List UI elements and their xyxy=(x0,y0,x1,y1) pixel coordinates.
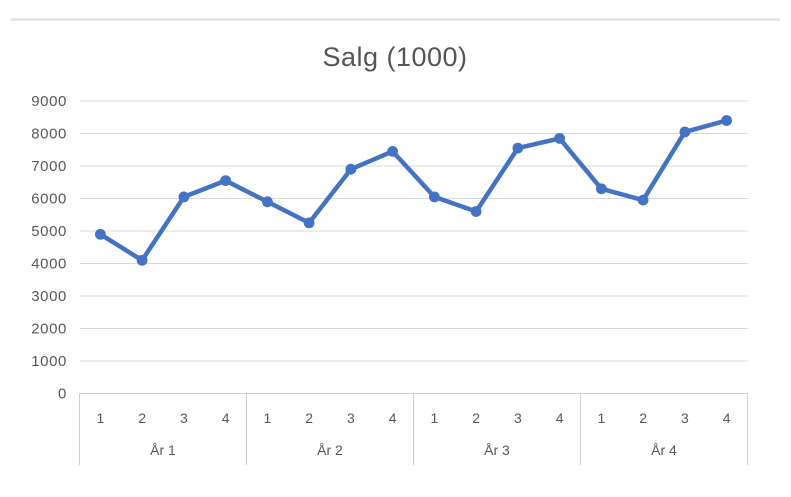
data-point-marker xyxy=(178,191,190,203)
year-group-label: År 1 xyxy=(150,442,176,458)
plot-area: 0 1000 2000 3000 4000 5000 6000 7000 8000 9000 1 2 3… xyxy=(31,93,748,465)
year-group-label: År 3 xyxy=(484,442,510,458)
quarter-tick-label: 3 xyxy=(681,410,689,426)
y-tick-label: 7000 xyxy=(31,158,67,175)
quarter-tick-label: 1 xyxy=(263,410,271,426)
quarter-tick-label: 4 xyxy=(222,410,230,426)
year-group-label: År 2 xyxy=(317,442,343,458)
y-tick-label: 4000 xyxy=(31,256,67,273)
year-group-label: År 4 xyxy=(651,442,677,458)
top-divider-line xyxy=(10,18,780,21)
quarter-tick-label: 4 xyxy=(556,410,564,426)
data-point-marker xyxy=(429,191,440,203)
y-tick-label: 3000 xyxy=(31,288,67,305)
y-tick-label: 9000 xyxy=(31,93,67,110)
data-point-marker xyxy=(345,163,357,175)
data-point-marker xyxy=(637,194,649,206)
data-point-marker xyxy=(512,142,524,154)
data-point-marker xyxy=(470,206,482,217)
data-point-marker xyxy=(95,228,106,240)
quarter-tick-label: 4 xyxy=(723,410,731,426)
data-point-marker xyxy=(387,146,398,157)
data-point-marker xyxy=(303,217,315,229)
quarter-tick-label: 1 xyxy=(96,410,104,426)
quarter-tick-label: 2 xyxy=(639,410,647,426)
quarter-tick-label: 1 xyxy=(430,410,438,426)
quarter-tick-label: 3 xyxy=(514,410,522,426)
quarter-tick-label: 1 xyxy=(597,410,605,426)
data-point-marker xyxy=(554,133,565,144)
y-tick-label: 2000 xyxy=(31,321,67,338)
data-point-marker xyxy=(220,175,232,187)
y-tick-label: 0 xyxy=(58,386,67,403)
data-point-marker xyxy=(262,196,273,208)
quarter-tick-label: 4 xyxy=(389,410,397,426)
data-point-marker xyxy=(136,254,148,266)
y-tick-label: 6000 xyxy=(31,191,67,208)
y-tick-label: 1000 xyxy=(31,353,67,370)
quarter-tick-label: 3 xyxy=(180,410,188,426)
quarter-tick-label: 2 xyxy=(472,410,480,426)
data-point-marker xyxy=(721,115,732,126)
quarter-tick-label: 2 xyxy=(138,410,146,426)
data-point-marker xyxy=(596,183,607,195)
y-tick-label: 5000 xyxy=(31,223,67,240)
quarter-tick-label: 3 xyxy=(347,410,355,426)
chart-title: Salg (1000) xyxy=(322,42,467,72)
y-tick-label: 8000 xyxy=(31,126,67,143)
sales-line xyxy=(98,118,729,263)
data-point-marker xyxy=(679,126,691,138)
quarter-tick-label: 2 xyxy=(305,410,313,426)
